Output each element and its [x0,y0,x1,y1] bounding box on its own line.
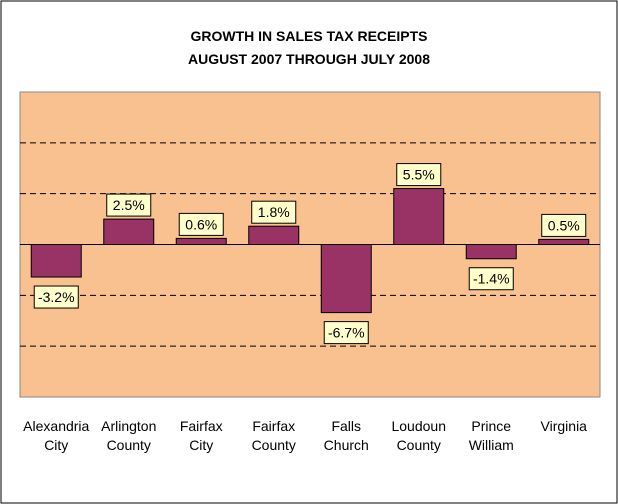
value-label-box [251,200,297,224]
value-label-box [323,321,369,345]
bar [103,218,155,245]
x-tick-label: Prince William [469,418,514,453]
x-tick-label: Virginia [541,418,588,434]
x-tick-label: Alexandria City [23,418,89,453]
x-tick-label: Fairfax City [180,418,223,453]
value-label: 5.5% [403,167,435,183]
bar [465,244,517,260]
x-tick-label: Loudoun County [391,418,446,453]
value-label: 2.5% [113,197,145,213]
chart-subtitle: AUGUST 2007 THROUGH JULY 2008 [188,51,430,67]
value-label: 0.5% [548,217,580,233]
chart-title: GROWTH IN SALES TAX RECEIPTS [191,28,428,44]
x-tick-label: Falls Church [324,418,369,453]
value-label: 0.6% [185,216,217,232]
value-label-box [106,193,152,217]
x-tick-label: Fairfax County [252,418,296,453]
value-label-box [33,285,79,309]
value-label: -1.4% [473,271,510,287]
value-label: -6.7% [328,325,365,341]
bar [538,238,590,246]
bar [175,237,227,245]
value-label: 1.8% [258,204,290,220]
bar [248,225,300,245]
bar [393,188,445,245]
value-label-box [541,213,587,237]
bar [320,244,372,314]
value-label-box [468,267,514,291]
value-label-box [396,163,442,187]
bar [30,244,82,278]
value-label-box [178,212,224,236]
value-label: -3.2% [38,289,75,305]
x-tick-label: Arlington County [101,418,156,453]
